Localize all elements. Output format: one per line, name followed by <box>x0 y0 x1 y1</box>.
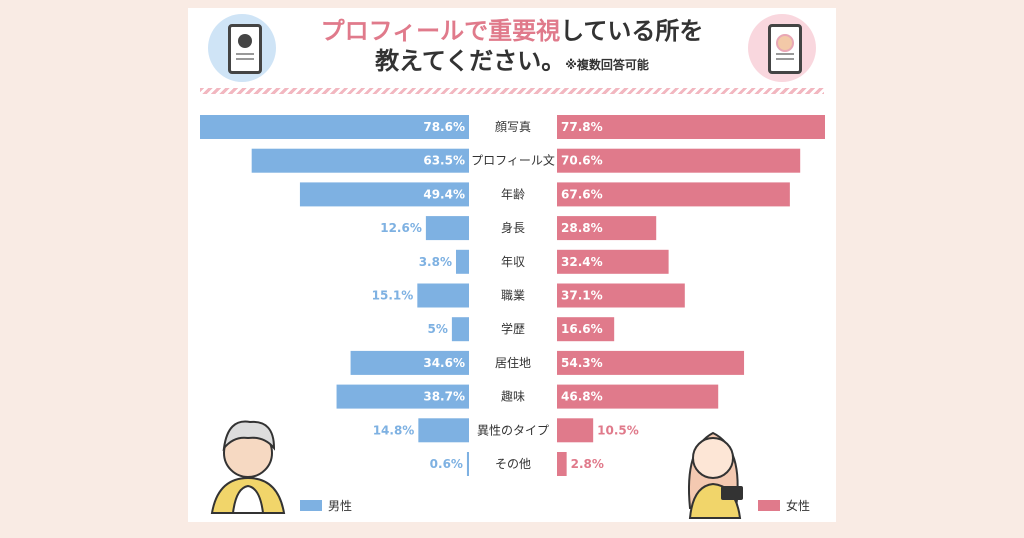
male-value-label-5: 15.1% <box>372 289 414 303</box>
female-value-label-9: 10.5% <box>597 423 639 437</box>
female-value-label-6: 16.6% <box>561 322 603 336</box>
female-illustration <box>688 431 743 519</box>
category-label-9: 異性のタイプ <box>477 423 549 437</box>
category-label-10: その他 <box>495 457 531 471</box>
male-bar-7 <box>350 350 469 375</box>
female-bar-7 <box>557 350 745 375</box>
category-label-4: 年収 <box>501 255 525 269</box>
male-bar-9 <box>418 418 469 443</box>
male-value-label-1: 63.5% <box>423 154 465 168</box>
category-label-8: 趣味 <box>501 389 525 404</box>
female-bar-9 <box>557 418 594 443</box>
male-bar-5 <box>417 283 469 308</box>
male-value-label-10: 0.6% <box>430 457 463 471</box>
male-bar-2 <box>299 182 469 207</box>
male-value-label-2: 49.4% <box>423 187 465 201</box>
male-bar-0 <box>200 115 469 139</box>
male-illustration <box>210 420 286 514</box>
title-divider <box>200 88 824 94</box>
female-bar-6 <box>557 317 615 342</box>
male-bar-6 <box>451 317 469 342</box>
male-profile-icon <box>208 14 276 82</box>
male-value-label-3: 12.6% <box>380 221 422 235</box>
male-bar-10 <box>466 452 469 476</box>
female-value-label-8: 46.8% <box>561 390 603 404</box>
category-label-2: 年齢 <box>501 186 525 201</box>
category-label-3: 身長 <box>501 220 525 235</box>
male-bar-3 <box>425 216 469 241</box>
female-value-label-3: 28.8% <box>561 221 603 235</box>
female-value-label-10: 2.8% <box>571 457 604 471</box>
category-label-5: 職業 <box>501 289 525 303</box>
female-bar-3 <box>557 216 657 241</box>
female-value-label-5: 37.1% <box>561 289 603 303</box>
butterfly-chart: 78.6% 77.8% 顔写真 63.5% 70.6% プロフィール文 49.4% 67.6%… <box>200 115 825 519</box>
female-value-label-0: 77.8% <box>561 120 603 134</box>
chart-title: プロフィールで重要視している所を 教えてください。※複数回答可能 <box>188 16 836 80</box>
female-bar-0 <box>557 115 825 139</box>
legend-swatch-male <box>300 500 322 511</box>
female-bar-2 <box>557 182 790 207</box>
legend-label-female: 女性 <box>786 498 810 513</box>
male-value-label-4: 3.8% <box>419 255 452 269</box>
female-value-label-4: 32.4% <box>561 255 603 269</box>
female-value-label-2: 67.6% <box>561 187 603 201</box>
category-label-0: 顔写真 <box>495 119 531 134</box>
female-bar-1 <box>557 148 801 173</box>
legend-label-male: 男性 <box>328 499 352 513</box>
male-value-label-7: 34.6% <box>423 356 465 370</box>
male-bar-1 <box>251 148 469 173</box>
male-value-label-0: 78.6% <box>423 120 465 134</box>
female-bar-4 <box>557 249 669 274</box>
category-label-6: 学歴 <box>501 321 525 336</box>
legend-swatch-female <box>758 500 780 511</box>
female-bar-8 <box>557 384 719 409</box>
female-bar-10 <box>557 452 567 476</box>
female-profile-icon <box>748 14 816 82</box>
male-value-label-8: 38.7% <box>423 390 465 404</box>
title-line2: 教えてください。 <box>375 47 566 75</box>
category-label-7: 居住地 <box>495 356 531 370</box>
male-bar-4 <box>455 249 469 274</box>
category-label-1: プロフィール文 <box>471 153 555 168</box>
title-note: ※複数回答可能 <box>565 58 649 72</box>
female-bar-5 <box>557 283 685 308</box>
chart-card: プロフィールで重要視している所を 教えてください。※複数回答可能 78.6% 77… <box>188 8 836 522</box>
male-bar-8 <box>336 384 469 409</box>
female-value-label-1: 70.6% <box>561 154 603 168</box>
title-highlight: プロフィールで重要視 <box>320 17 561 45</box>
female-value-label-7: 54.3% <box>561 356 603 370</box>
title-rest: している所を <box>560 17 704 45</box>
male-value-label-9: 14.8% <box>373 423 415 437</box>
male-value-label-6: 5% <box>428 322 448 336</box>
